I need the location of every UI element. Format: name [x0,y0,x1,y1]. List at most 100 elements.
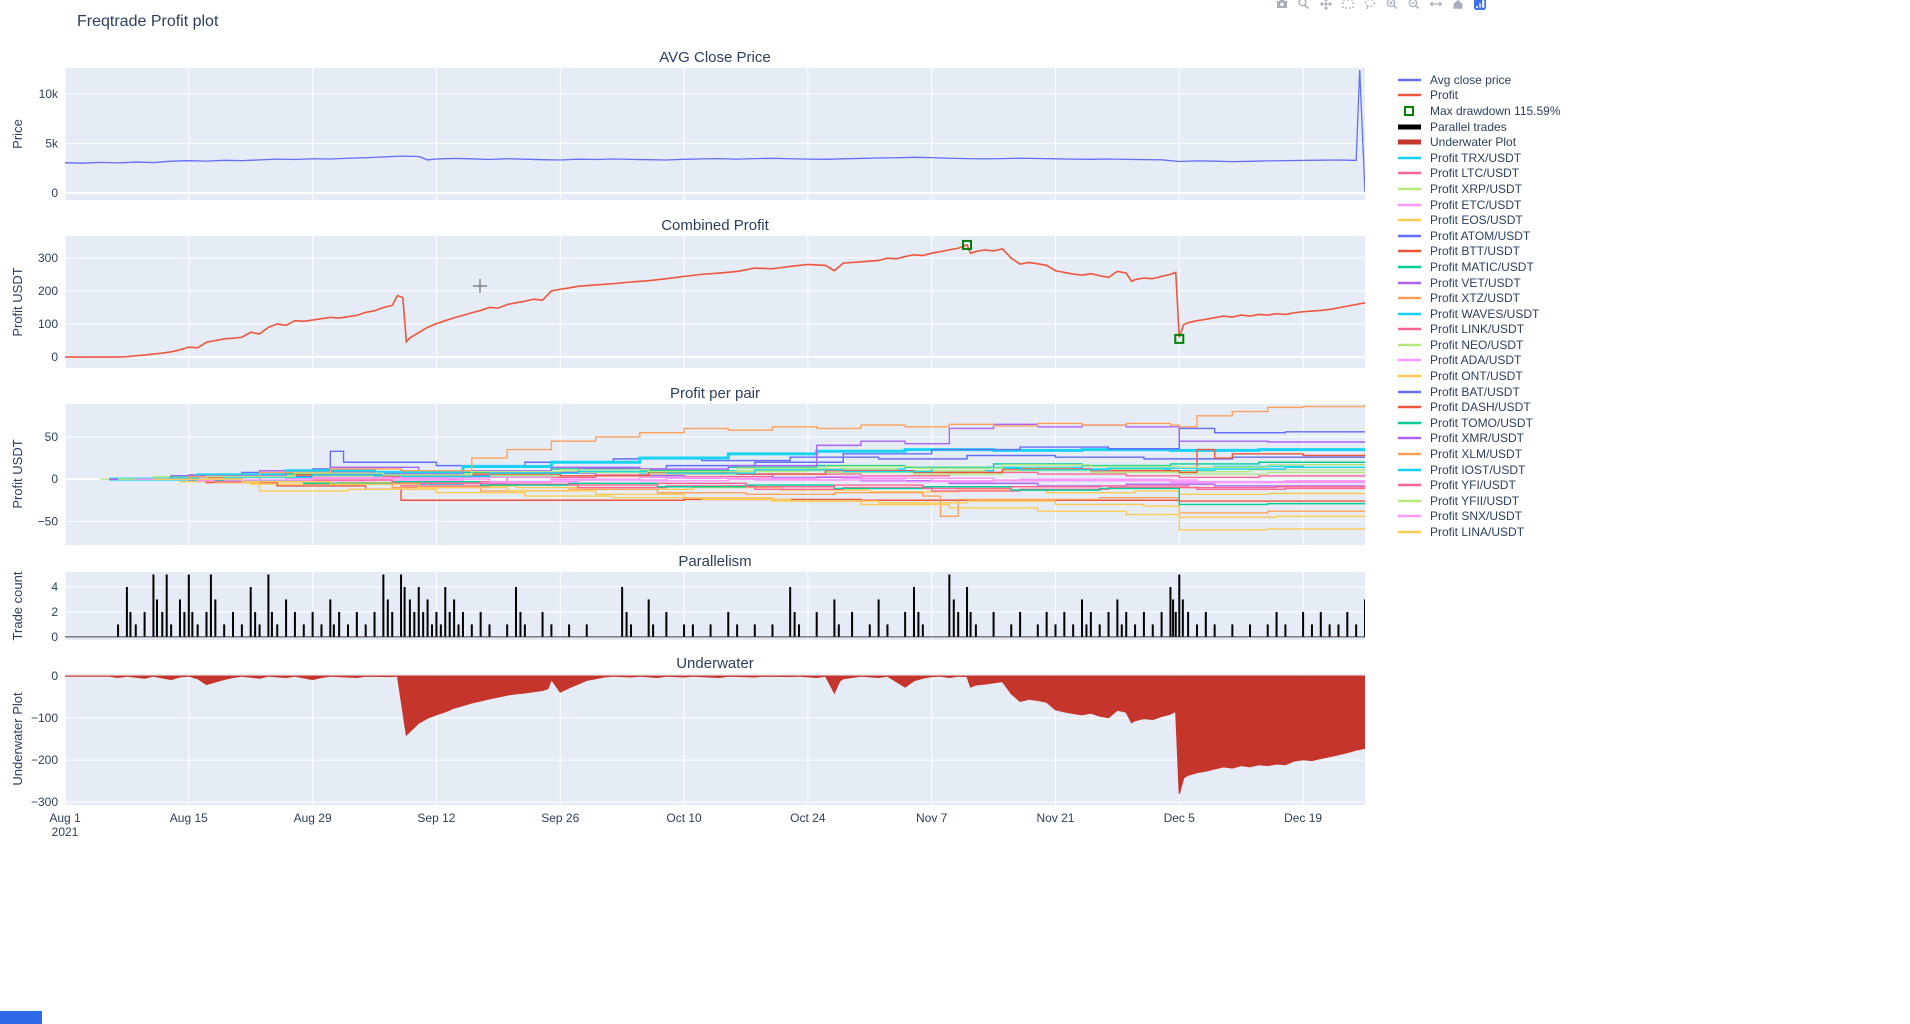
trade-count-bar [444,586,447,637]
legend-line-sample-icon [1398,437,1421,440]
zoom-icon[interactable] [1294,0,1314,13]
legend-item[interactable]: Avg close price [1395,72,1561,88]
zoom-in-icon[interactable] [1382,0,1402,13]
trade-count-bar [1178,574,1181,637]
subplot-panel[interactable] [65,68,1365,200]
legend-item[interactable]: Profit LINK/USDT [1395,322,1561,338]
legend-item[interactable]: Profit XTZ/USDT [1395,290,1561,306]
trade-count-bar [453,599,456,637]
trade-count-bar [523,624,526,637]
trade-count-bar [457,624,460,637]
trade-count-bar [479,611,482,637]
y-tick-label: 10k [39,87,59,101]
trade-count-bar [1054,624,1057,637]
trade-count-bar [232,611,235,637]
trade-count-bar [709,624,712,637]
lasso-icon[interactable] [1360,0,1380,13]
legend-line-sample-icon [1398,234,1421,237]
trade-count-bar [798,624,801,637]
legend-item[interactable]: Profit XRP/USDT [1395,181,1561,197]
legend-item[interactable]: Profit BTT/USDT [1395,244,1561,260]
legend-item[interactable]: Profit SNX/USDT [1395,509,1561,525]
trade-count-bar [285,599,288,637]
legend-label: Profit TOMO/USDT [1430,415,1533,430]
legend-item[interactable]: Profit DASH/USDT [1395,399,1561,415]
trade-count-bar [1302,611,1305,637]
y-tick-label: 200 [38,284,58,298]
y-tick-label: 0 [51,630,58,644]
legend-label: Max drawdown 115.59% [1430,103,1561,118]
trade-count-bar [1187,611,1190,637]
legend-label: Profit LINA/USDT [1430,525,1525,540]
pan-icon[interactable] [1316,0,1336,13]
trade-count-bar [1151,624,1154,637]
trade-count-bar [187,574,190,637]
legend-label: Profit ADA/USDT [1430,353,1522,368]
legend-item[interactable]: Profit ATOM/USDT [1395,228,1561,244]
legend-item[interactable]: Profit [1395,88,1561,104]
subplot-panel[interactable] [65,236,1365,368]
pair-profit-line [126,478,1365,518]
y-tick-label: 0 [51,350,58,364]
legend-item[interactable]: Profit LTC/USDT [1395,166,1561,182]
trade-count-bar [921,624,924,637]
legend-item[interactable]: Profit YFII/USDT [1395,493,1561,509]
autoscale-icon[interactable] [1426,0,1446,13]
legend-line-sample-icon [1398,406,1421,409]
legend-item[interactable]: Profit IOST/USDT [1395,462,1561,478]
legend-label: Parallel trades [1430,119,1507,134]
legend-item[interactable]: Profit MATIC/USDT [1395,259,1561,275]
legend-item[interactable]: Profit XMR/USDT [1395,431,1561,447]
legend-item[interactable]: Profit ONT/USDT [1395,368,1561,384]
trade-count-bar [129,611,132,637]
legend-item[interactable]: Parallel trades [1395,119,1561,135]
trade-count-bar [178,599,181,637]
trade-count-bar [868,624,871,637]
legend-line-sample-icon [1398,390,1421,393]
legend-label: Profit LINK/USDT [1430,322,1525,337]
y-tick-label: 0 [51,186,58,200]
trade-count-bar [254,611,257,637]
legend-item[interactable]: Profit WAVES/USDT [1395,306,1561,322]
trade-count-bar [1172,599,1175,637]
legend-item[interactable]: Profit YFI/USDT [1395,477,1561,493]
legend-item[interactable]: Profit VET/USDT [1395,275,1561,291]
y-tick-label: 0 [51,472,58,486]
legend-item[interactable]: Profit LINA/USDT [1395,524,1561,540]
box-select-icon[interactable] [1338,0,1358,13]
legend-item[interactable]: Underwater Plot [1395,134,1561,150]
legend-item[interactable]: Profit EOS/USDT [1395,212,1561,228]
trade-count-bar [355,611,358,637]
legend-label: Profit ONT/USDT [1430,369,1523,384]
legend-line-sample-icon [1398,94,1421,97]
legend-line-sample-icon [1398,265,1421,269]
trade-count-bar [1120,624,1123,637]
legend-item[interactable]: Profit NEO/USDT [1395,337,1561,353]
y-axis-title-profit-usdt: Profit USDT [10,267,25,336]
trade-count-bar [461,611,464,637]
legend-item[interactable]: Profit TOMO/USDT [1395,415,1561,431]
legend-item[interactable]: Profit ETC/USDT [1395,197,1561,213]
trade-count-bar [346,624,349,637]
zoom-out-icon[interactable] [1404,0,1424,13]
x-tick-label: Sep 26 [541,811,579,825]
trade-count-bar [1231,624,1234,637]
legend-label: Profit YFII/USDT [1430,493,1520,508]
trade-count-bar [550,624,553,637]
camera-icon[interactable] [1272,0,1292,13]
reset-axes-icon[interactable] [1448,0,1468,13]
legend-item[interactable]: Profit XLM/USDT [1395,446,1561,462]
legend-item[interactable]: Profit BAT/USDT [1395,384,1561,400]
legend: Avg close price Profit Max drawdown 115.59… [1395,72,1561,540]
trade-count-bar [585,624,588,637]
pair-profit-line [109,423,1365,480]
subplot-panel[interactable] [65,572,1365,640]
legend-item[interactable]: Profit ADA/USDT [1395,353,1561,369]
plotly-logo[interactable] [1470,0,1490,13]
legend-item[interactable]: Profit TRX/USDT [1395,150,1561,166]
y-tick-label: −100 [31,711,58,725]
series-line [65,243,1365,358]
legend-item[interactable]: Max drawdown 115.59% [1395,103,1561,119]
legend-line-sample-icon [1398,374,1421,378]
trade-count-bar [1045,611,1048,637]
